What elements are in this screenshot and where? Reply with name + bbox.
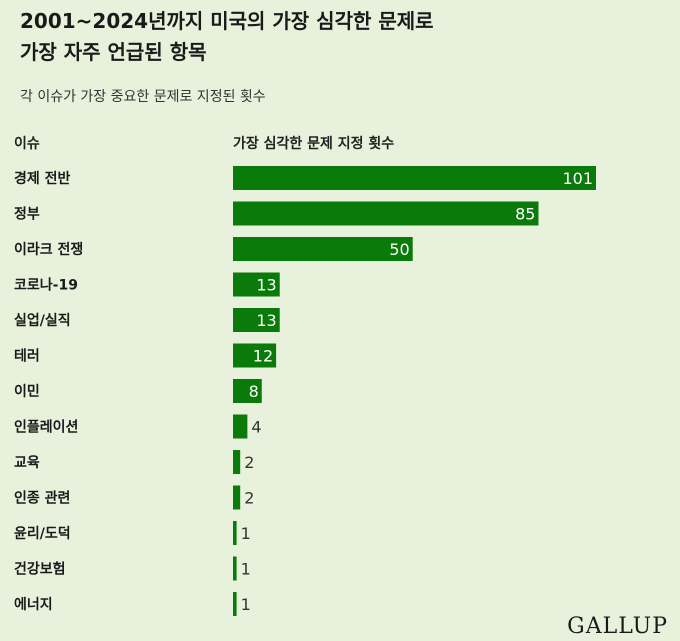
- category-label-이라크-전쟁: 이라크 전쟁: [14, 241, 83, 258]
- bar-에너지: [233, 592, 237, 616]
- value-label-실업-실직: 13: [256, 311, 276, 330]
- category-label-에너지: 에너지: [14, 597, 53, 613]
- value-label-코로나-19: 13: [256, 276, 276, 295]
- bar-정부: [233, 201, 539, 226]
- title-line-2: 가장 자주 언급된 항목: [20, 40, 207, 64]
- bar-교육: [233, 450, 241, 474]
- bar-인플레이션: [233, 414, 248, 439]
- category-label-실업-실직: 실업/실직: [14, 312, 71, 329]
- issue-column-header: 이슈: [14, 136, 40, 152]
- value-label-교육: 2: [244, 453, 254, 472]
- bar-경제-전반: [233, 166, 596, 190]
- bar-실업-실직: [233, 308, 280, 332]
- category-label-윤리-도덕: 윤리/도덕: [14, 525, 71, 542]
- value-label-테러: 12: [253, 347, 273, 366]
- category-label-테러: 테러: [14, 349, 40, 365]
- value-label-경제-전반: 101: [562, 169, 593, 188]
- value-label-정부: 85: [515, 205, 535, 224]
- category-label-인플레이션: 인플레이션: [14, 419, 78, 436]
- value-label-윤리-도덕: 1: [241, 524, 251, 543]
- category-label-교육: 교육: [14, 455, 40, 471]
- value-label-인종-관련: 2: [244, 489, 254, 508]
- category-label-경제-전반: 경제 전반: [14, 170, 71, 187]
- count-column-header: 가장 심각한 문제 지정 횟수: [233, 136, 395, 152]
- bar-이라크-전쟁: [233, 237, 413, 261]
- bar-인종-관련: [233, 485, 241, 510]
- category-label-건강보험: 건강보험: [14, 561, 66, 578]
- bar-이민: [233, 379, 262, 403]
- bar-테러: [233, 343, 277, 368]
- gallup-logo: GALLUP: [567, 614, 668, 639]
- title-line-1: 2001~2024년까지 미국의 가장 심각한 문제로: [20, 9, 434, 33]
- value-label-에너지: 1: [241, 595, 251, 614]
- chart-subtitle: 각 이슈가 가장 중요한 문제로 지정된 횟수: [20, 89, 266, 105]
- category-label-코로나-19: 코로나-19: [14, 278, 78, 294]
- bar-코로나-19: [233, 272, 280, 297]
- category-label-이민: 이민: [14, 383, 40, 400]
- bar-건강보험: [233, 556, 237, 581]
- category-label-인종-관련: 인종 관련: [14, 490, 70, 507]
- chart-title: 2001~2024년까지 미국의 가장 심각한 문제로 가장 자주 언급된 항목: [20, 6, 660, 68]
- category-label-정부: 정부: [14, 206, 40, 223]
- value-label-이민: 8: [249, 382, 259, 401]
- value-label-이라크-전쟁: 50: [389, 240, 409, 259]
- value-label-인플레이션: 4: [251, 418, 261, 437]
- bar-윤리-도덕: [233, 521, 237, 545]
- value-label-건강보험: 1: [241, 560, 251, 579]
